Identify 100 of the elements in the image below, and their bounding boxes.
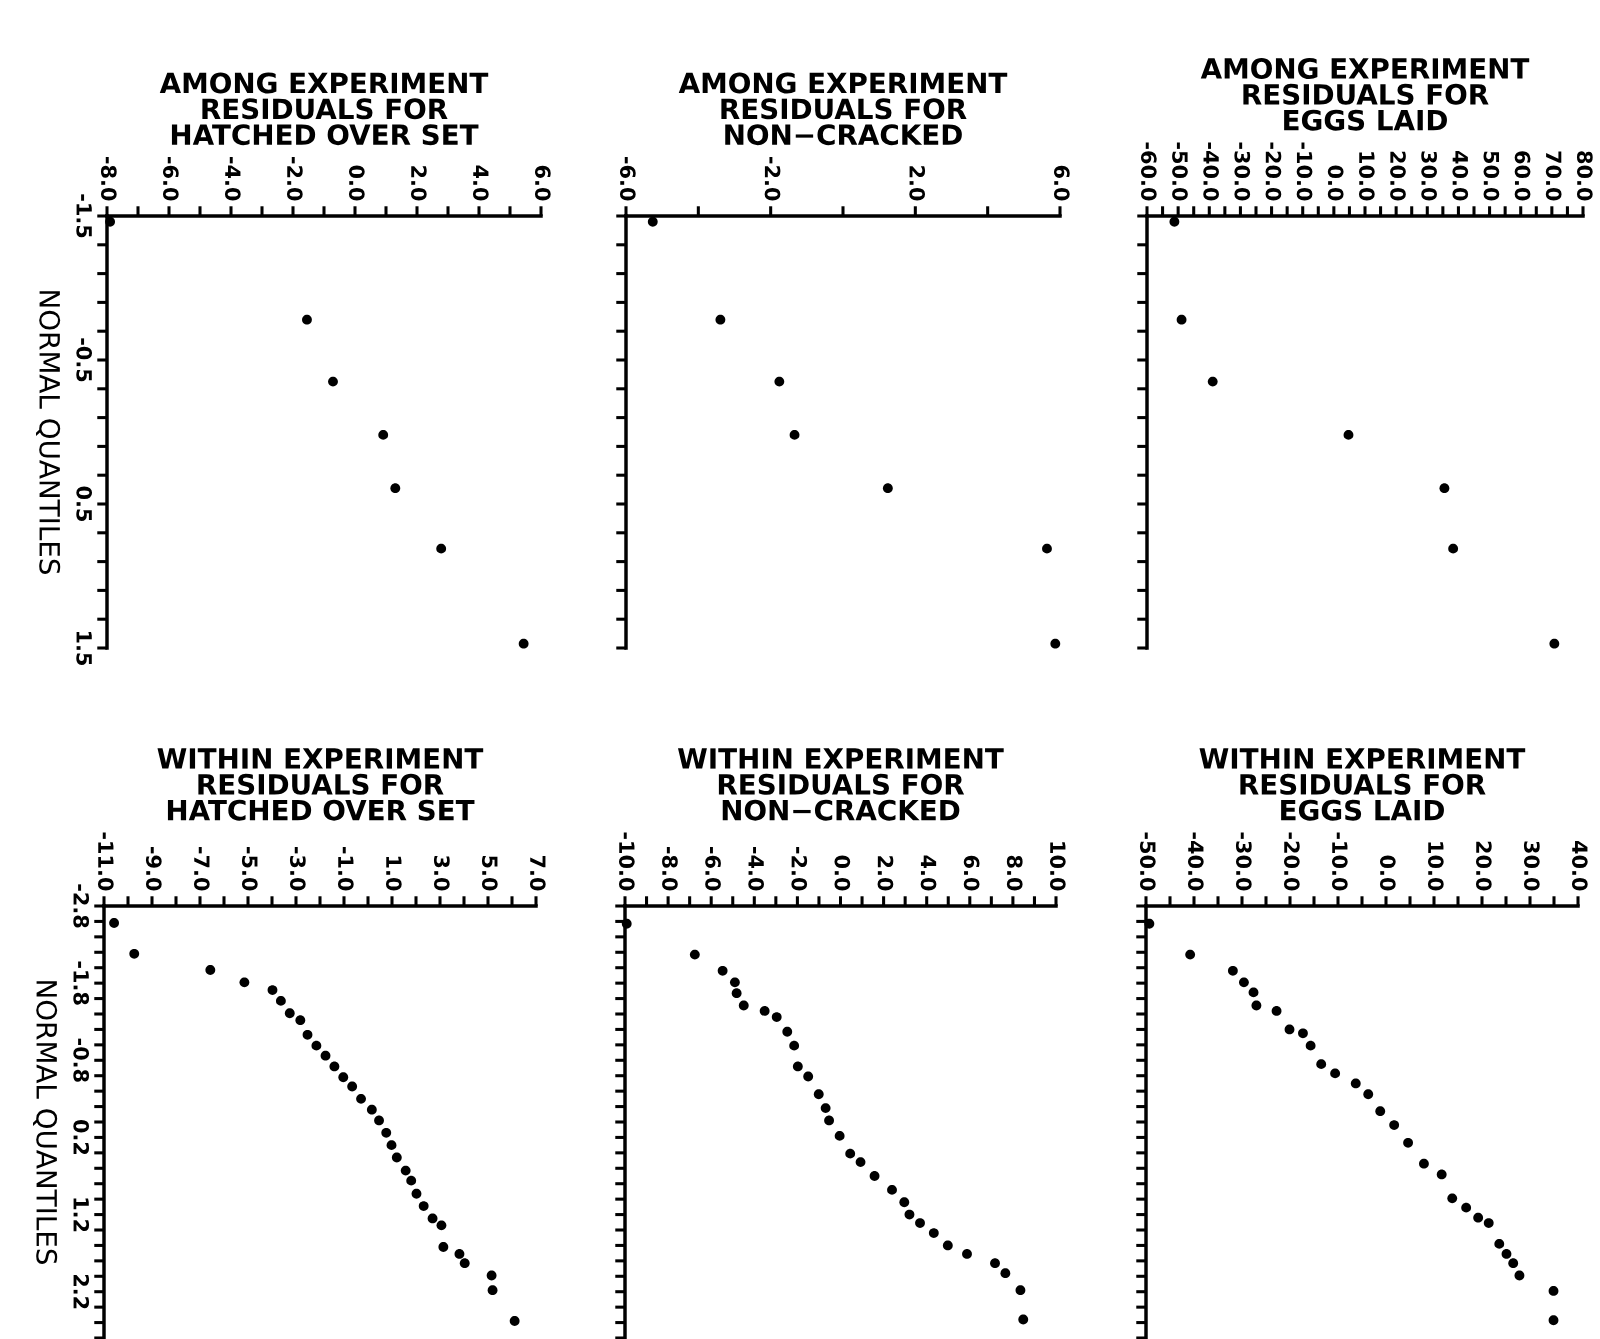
point (436, 1220, 447, 1231)
point (328, 376, 338, 387)
point (487, 1285, 498, 1296)
x-tick-label: -40.0 (1187, 832, 1204, 891)
x-tick-label: 1.0 (385, 856, 402, 891)
y-tick-label: 0.2 (73, 1119, 90, 1155)
x-tick-label: -10.0 (618, 832, 635, 891)
x-tick-label: -60.0 (1140, 142, 1157, 201)
y-tick-label: 2.2 (73, 1274, 90, 1309)
x-tick-label: 30.0 (1523, 841, 1540, 891)
x-tick-label: -40.0 (1203, 142, 1219, 201)
point (329, 1061, 340, 1072)
point (1439, 483, 1450, 494)
point (1169, 216, 1180, 227)
point (302, 314, 312, 325)
point (1316, 1059, 1327, 1070)
point (1473, 1212, 1484, 1223)
point (717, 965, 728, 976)
x-tick-label: -30.0 (1235, 832, 1252, 891)
point (320, 1050, 331, 1061)
x-tick-label: 6.0 (963, 855, 980, 891)
point (275, 995, 286, 1006)
x-tick-label: 2.0 (877, 856, 894, 891)
x-tick-label: 6.0 (534, 165, 551, 201)
point (1375, 1106, 1386, 1117)
point (411, 1188, 422, 1199)
point (1018, 1314, 1029, 1325)
point (689, 949, 700, 960)
point (1015, 1285, 1026, 1296)
x-tick-label: -1.0 (337, 847, 354, 891)
point (1494, 1238, 1505, 1249)
x-tick-label: 10.0 (1358, 152, 1375, 201)
x-tick-label: 3.0 (433, 855, 450, 891)
point (391, 1152, 402, 1163)
point (621, 918, 632, 929)
x-tick-label: 0.0 (348, 165, 365, 201)
point (454, 1249, 465, 1259)
point (205, 965, 216, 975)
x-tick-label: -30.0 (1234, 142, 1251, 201)
x-tick-label: -6.0 (619, 157, 636, 201)
point (1050, 638, 1061, 649)
point (855, 1157, 866, 1168)
x-tick-label: 10.0 (1427, 842, 1444, 891)
x-tick-label: -9.0 (145, 847, 162, 891)
point (1239, 977, 1249, 988)
point (390, 483, 401, 494)
point (1350, 1078, 1361, 1089)
x-tick-label: 0.0 (834, 855, 851, 891)
point (418, 1201, 429, 1211)
point (374, 1115, 384, 1126)
point (1227, 965, 1238, 976)
point (869, 1171, 880, 1181)
point (792, 1061, 803, 1072)
point (962, 1249, 972, 1259)
point (845, 1148, 856, 1159)
point (381, 1127, 392, 1138)
point (1514, 1270, 1525, 1281)
x-tick-label: 4.0 (472, 165, 489, 201)
point (518, 638, 529, 649)
point (782, 1026, 793, 1037)
x-tick-label: -2.0 (791, 847, 808, 891)
x-tick-label: -4.0 (224, 157, 241, 201)
point (1343, 429, 1354, 440)
x-tick-label: 10.0 (1049, 842, 1066, 891)
x-tick-label: 4.0 (920, 855, 937, 891)
x-tick-label: -3.0 (289, 847, 306, 891)
point (105, 216, 116, 227)
x-tick-label: 8.0 (1006, 855, 1023, 891)
point (803, 1071, 814, 1082)
y-axis-title: NORMAL QUANTILES (36, 291, 61, 574)
x-tick-label: 30.0 (1421, 151, 1437, 201)
x-tick-label: 20.0 (1390, 151, 1406, 201)
point (1000, 1268, 1011, 1279)
chart-title: AMONG EXPERIMENT RESIDUALS FOR NON−CRACKED (678, 72, 1008, 146)
y-tick-label: -1.8 (73, 961, 90, 1005)
x-tick-label: -6.0 (705, 847, 721, 891)
point (338, 1072, 349, 1083)
x-tick-label: -10.0 (1331, 832, 1348, 891)
y-tick-label: 1.2 (73, 1198, 90, 1232)
point (820, 1103, 831, 1114)
y-axis-title: NORMAL QUANTILES (33, 981, 58, 1264)
point (899, 1197, 910, 1208)
x-tick-label: 6.0 (1053, 165, 1070, 201)
point (1305, 1040, 1316, 1051)
y-tick-label: -0.5 (76, 338, 93, 382)
point (1248, 987, 1259, 998)
point (302, 1029, 313, 1040)
point (1548, 1286, 1559, 1296)
x-tick-label: -2.0 (286, 157, 303, 201)
point (731, 988, 742, 999)
x-tick-label: 2.0 (410, 166, 427, 201)
point (1284, 1024, 1295, 1035)
chart-title: AMONG EXPERIMENT RESIDUALS FOR HATCHED OVER SET (159, 72, 489, 146)
x-tick-label: -10.0 (1296, 142, 1313, 201)
point (887, 1184, 897, 1195)
x-tick-label: 0.0 (1379, 855, 1396, 891)
point (509, 1316, 520, 1326)
point (1207, 376, 1218, 387)
point (386, 1140, 397, 1151)
point (834, 1130, 845, 1141)
